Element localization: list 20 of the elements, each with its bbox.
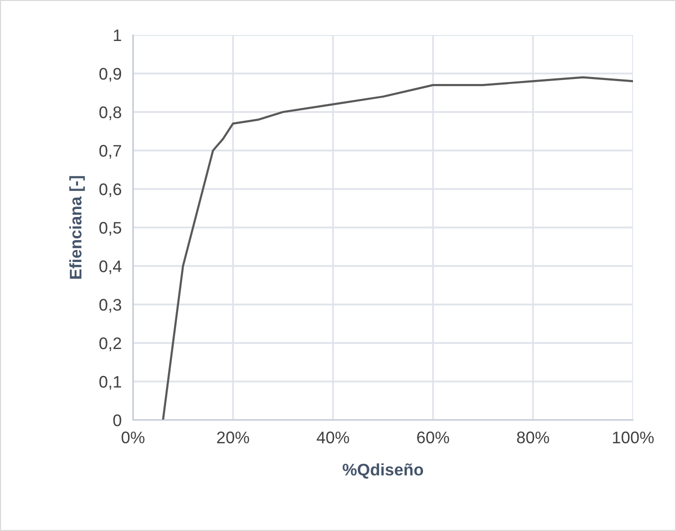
y-tick-label: 0,4: [99, 260, 122, 274]
y-tick-label: 0,6: [99, 183, 122, 198]
y-tick-label: 0,8: [99, 106, 122, 120]
x-tick-label: 80%: [517, 432, 550, 444]
y-tick-label: 0,5: [99, 222, 122, 236]
y-tick-label: 0,3: [99, 298, 122, 313]
x-tick-label: 0%: [122, 432, 144, 444]
y-tick-label: 0: [113, 414, 122, 426]
x-tick-label: 60%: [417, 432, 450, 444]
y-tick-label: 1: [114, 30, 122, 42]
y-tick-label: 0,2: [99, 337, 122, 352]
x-tick-label: 40%: [316, 432, 350, 444]
x-tick-label: 100%: [612, 432, 654, 444]
y-axis-title: Efienciana [-]: [69, 176, 85, 279]
y-tick-label: 0,7: [99, 144, 122, 159]
y-tick-label: 0,9: [99, 68, 122, 82]
y-tick-label: 0,1: [99, 376, 122, 390]
x-axis-title: %Qdiseño: [342, 463, 424, 479]
line-series: [162, 76, 633, 420]
x-tick-label: 20%: [217, 432, 250, 444]
